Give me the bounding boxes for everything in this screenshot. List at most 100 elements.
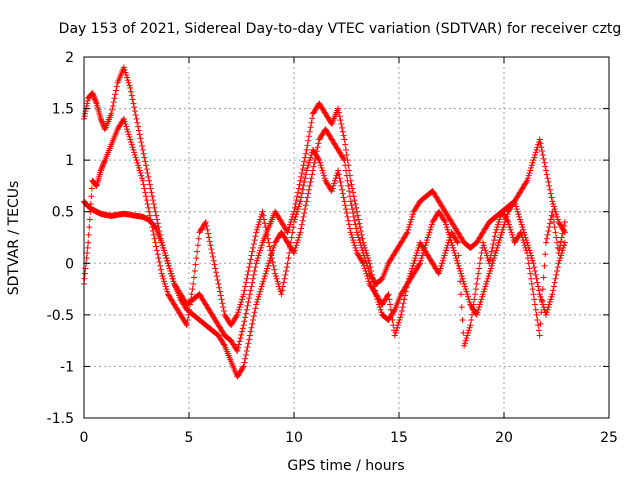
data-point-series-1	[350, 193, 357, 200]
data-point-series-0	[244, 344, 251, 351]
data-point-series-2	[86, 224, 93, 231]
data-point-series-1	[543, 311, 549, 318]
data-point-series-0	[406, 221, 413, 228]
data-point-series-1	[516, 213, 523, 220]
data-point-series-2	[206, 238, 213, 245]
data-point-series-2	[445, 239, 452, 246]
data-point-series-1	[423, 239, 430, 246]
data-point-series-1	[237, 335, 244, 342]
data-point-series-1	[111, 95, 118, 102]
data-point-series-0	[409, 211, 416, 218]
data-point-series-2	[274, 278, 281, 285]
data-point-series-1	[529, 257, 536, 264]
data-point-series-1	[461, 280, 468, 287]
x-tick-label: 20	[495, 430, 513, 446]
data-point-series-2	[287, 244, 294, 251]
data-point-series-2	[271, 266, 278, 273]
data-point-series-2	[187, 296, 194, 303]
data-point-series-2	[138, 172, 145, 179]
data-point-series-2	[235, 306, 242, 313]
data-point-series-1	[354, 208, 360, 215]
data-point-series-0	[257, 288, 264, 295]
data-point-series-0	[297, 229, 304, 236]
data-point-series-2	[245, 268, 252, 275]
data-point-series-1	[378, 309, 385, 316]
data-point-series-1	[168, 273, 175, 280]
data-point-series-1	[97, 115, 104, 122]
data-point-series-1	[338, 121, 345, 128]
data-point-series-1	[477, 298, 484, 305]
data-point-series-0	[308, 175, 315, 182]
data-point-series-2	[477, 255, 484, 262]
data-point-series-2	[280, 279, 287, 286]
data-point-series-2	[120, 115, 127, 122]
data-point-series-1	[133, 115, 140, 122]
data-point-series-1	[91, 95, 98, 102]
data-point-series-1	[153, 216, 160, 223]
data-point-series-2	[468, 311, 475, 318]
data-point-series-2	[521, 242, 528, 249]
data-point-series-1	[485, 273, 492, 280]
data-point-series-1	[157, 231, 164, 238]
data-point-series-2	[469, 306, 476, 313]
data-point-series-2	[519, 234, 526, 241]
data-point-series-0	[246, 336, 253, 343]
data-point-series-2	[250, 240, 257, 247]
data-point-series-0	[548, 194, 555, 201]
data-point-series-2	[529, 286, 536, 293]
data-point-series-1	[152, 208, 159, 215]
data-point-series-1	[500, 224, 507, 231]
data-point-series-2	[150, 228, 157, 235]
data-point-series-0	[533, 146, 540, 153]
data-point-series-2	[557, 242, 564, 249]
data-point-series-2	[457, 278, 464, 285]
data-point-series-2	[293, 211, 300, 218]
data-point-series-2	[490, 240, 497, 247]
data-point-series-2	[204, 226, 211, 233]
data-point-series-2	[300, 182, 307, 189]
data-point-series-1	[138, 139, 145, 146]
data-point-series-2	[220, 307, 227, 314]
data-point-series-2	[134, 159, 141, 166]
data-point-series-0	[265, 260, 272, 267]
data-point-series-2	[279, 283, 286, 290]
data-point-series-2	[278, 291, 285, 298]
data-point-series-1	[247, 287, 254, 294]
data-point-series-2	[279, 287, 286, 294]
data-point-series-2	[459, 317, 466, 324]
data-point-series-2	[526, 265, 533, 272]
data-point-series-2	[270, 262, 277, 269]
data-point-series-2	[219, 300, 226, 307]
data-point-series-1	[426, 229, 433, 236]
data-point-series-2	[282, 271, 289, 278]
data-point-series-1	[147, 185, 154, 192]
data-point-series-2	[288, 234, 295, 241]
data-point-series-2	[234, 311, 241, 318]
data-point-series-2	[520, 237, 527, 244]
data-point-series-2	[247, 256, 254, 263]
data-point-series-1	[535, 283, 542, 290]
data-point-series-2	[561, 219, 568, 226]
data-point-series-2	[239, 296, 246, 303]
data-point-series-2	[365, 278, 372, 285]
data-point-series-2	[491, 233, 498, 240]
data-point-series-1	[538, 296, 545, 303]
data-point-series-1	[122, 69, 129, 76]
data-point-series-2	[149, 224, 156, 231]
data-point-series-0	[220, 341, 227, 348]
data-point-series-1	[557, 255, 564, 262]
data-point-series-2	[409, 265, 416, 272]
data-point-series-0	[347, 198, 354, 205]
data-point-series-2	[269, 258, 276, 265]
data-point-series-1	[251, 268, 258, 275]
data-point-series-1	[498, 231, 505, 238]
data-point-series-2	[557, 238, 564, 245]
data-point-series-1	[535, 287, 542, 294]
data-point-series-2	[249, 248, 256, 255]
data-point-series-2	[202, 219, 209, 226]
data-point-series-2	[100, 161, 107, 168]
data-point-series-2	[142, 189, 149, 196]
data-point-series-0	[258, 283, 265, 290]
data-point-series-1	[155, 224, 162, 231]
data-point-series-2	[454, 239, 461, 246]
